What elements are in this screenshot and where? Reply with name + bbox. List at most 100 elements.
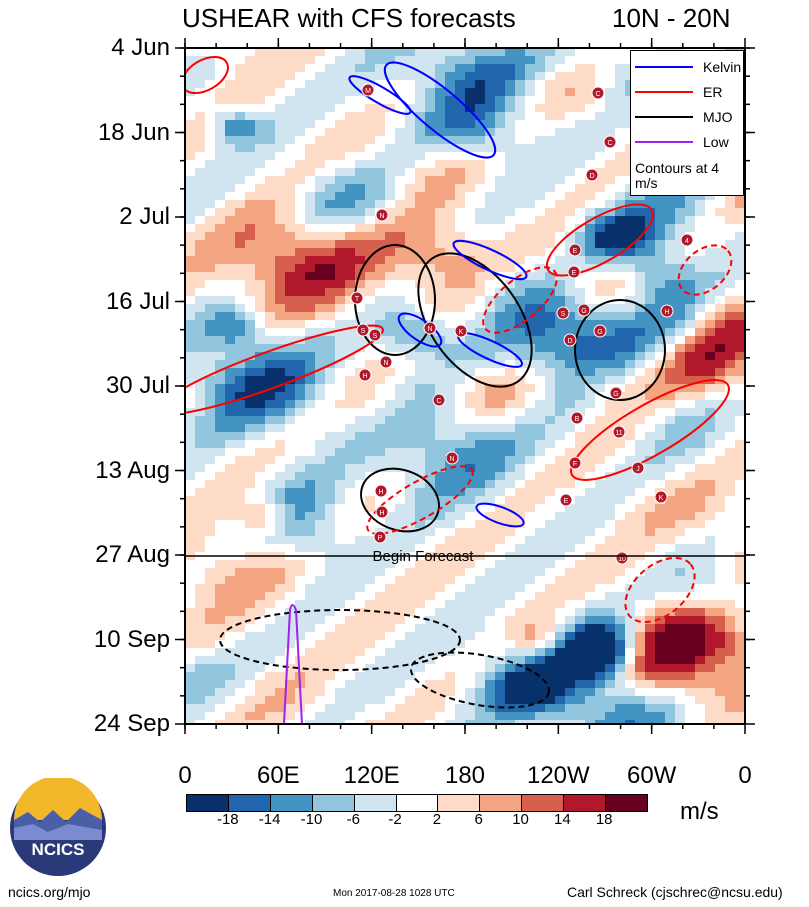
heat-cell [515, 136, 525, 144]
heat-cell [605, 184, 615, 192]
heat-cell [205, 64, 215, 72]
heat-cell [265, 400, 275, 408]
heat-cell [595, 72, 605, 80]
heat-cell [535, 520, 545, 528]
heat-cell [375, 320, 385, 328]
heat-cell [635, 320, 645, 328]
heat-cell [235, 512, 245, 520]
heat-cell [285, 328, 295, 336]
heat-cell [625, 640, 635, 648]
heat-cell [295, 592, 305, 600]
heat-cell [335, 696, 345, 704]
heat-cell [185, 120, 195, 128]
heat-cell [505, 104, 515, 112]
heat-cell [535, 456, 545, 464]
heat-cell [735, 624, 745, 632]
heat-cell [525, 456, 535, 464]
heat-cell [695, 640, 705, 648]
heat-cell [325, 88, 335, 96]
heat-cell [425, 720, 435, 724]
heat-cell [425, 704, 435, 712]
heat-cell [185, 496, 195, 504]
heat-cell [405, 656, 415, 664]
heat-cell [445, 312, 455, 320]
heat-cell [495, 384, 505, 392]
heat-cell [195, 592, 205, 600]
heat-cell [315, 520, 325, 528]
heat-cell [665, 320, 675, 328]
heat-cell [315, 352, 325, 360]
heat-cell [425, 304, 435, 312]
heat-cell [355, 112, 365, 120]
heat-cell [255, 504, 265, 512]
heat-cell [455, 120, 465, 128]
heat-cell [365, 520, 375, 528]
heat-cell [735, 480, 745, 488]
heat-cell [195, 464, 205, 472]
heat-cell [645, 544, 655, 552]
heat-cell [425, 648, 435, 656]
heat-cell [245, 136, 255, 144]
heat-cell [325, 560, 335, 568]
heat-cell [455, 304, 465, 312]
heat-cell [415, 656, 425, 664]
heat-cell [245, 464, 255, 472]
heat-cell [275, 544, 285, 552]
heat-cell [475, 328, 485, 336]
heat-cell [465, 264, 475, 272]
heat-cell [485, 48, 495, 56]
heat-cell [685, 512, 695, 520]
heat-cell [545, 664, 555, 672]
heat-cell [215, 576, 225, 584]
heat-cell [455, 128, 465, 136]
heat-cell [305, 232, 315, 240]
heat-cell [615, 656, 625, 664]
heat-cell [445, 272, 455, 280]
heat-cell [405, 600, 415, 608]
heat-cell [365, 696, 375, 704]
heat-cell [325, 616, 335, 624]
heat-cell [185, 320, 195, 328]
heat-cell [265, 200, 275, 208]
heat-cell [355, 512, 365, 520]
heat-cell [555, 536, 565, 544]
heat-cell [375, 184, 385, 192]
heat-cell [345, 376, 355, 384]
heat-cell [215, 168, 225, 176]
heat-cell [385, 584, 395, 592]
contour [624, 556, 696, 624]
heat-cell [345, 104, 355, 112]
heat-cell [695, 592, 705, 600]
heat-cell [475, 264, 485, 272]
heat-cell [665, 400, 675, 408]
heat-cell [695, 288, 705, 296]
storm-label: H [362, 373, 367, 380]
heat-cell [645, 400, 655, 408]
heat-cell [185, 280, 195, 288]
heat-cell [255, 72, 265, 80]
heat-cell [265, 112, 275, 120]
heat-cell [495, 264, 505, 272]
heat-cell [415, 688, 425, 696]
heat-cell [585, 376, 595, 384]
heat-cell [725, 224, 735, 232]
heat-cell [355, 464, 365, 472]
heat-cell [185, 360, 195, 368]
heat-cell [265, 608, 275, 616]
heat-cell [205, 392, 215, 400]
heat-cell [435, 440, 445, 448]
heat-cell [445, 544, 455, 552]
heat-cell [235, 184, 245, 192]
heat-cell [185, 240, 195, 248]
heat-cell [585, 536, 595, 544]
heat-cell [665, 392, 675, 400]
heat-cell [305, 88, 315, 96]
heat-cell [185, 680, 195, 688]
heat-cell [575, 392, 585, 400]
heat-cell [665, 536, 675, 544]
heat-cell [495, 224, 505, 232]
heat-cell [315, 696, 325, 704]
heat-cell [225, 64, 235, 72]
heat-cell [345, 632, 355, 640]
heat-cell [415, 320, 425, 328]
